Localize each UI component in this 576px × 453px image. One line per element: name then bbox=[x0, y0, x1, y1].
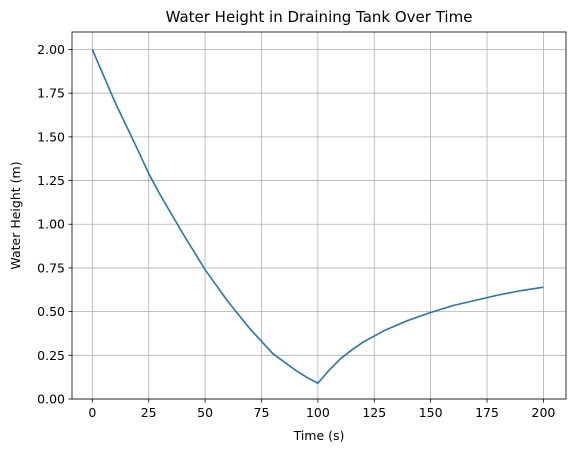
y-tick-label: 0.00 bbox=[37, 392, 65, 407]
ticks: 0 25 50 75 100 125 150 175 200 0.00 0.25 0.50 0.75 1.… bbox=[37, 42, 555, 420]
y-tick-label: 1.00 bbox=[37, 217, 65, 232]
y-tick-label: 0.25 bbox=[37, 348, 65, 363]
y-tick-label: 0.75 bbox=[37, 260, 65, 275]
x-tick-label: 100 bbox=[306, 405, 330, 420]
x-tick-label: 50 bbox=[197, 405, 213, 420]
x-tick-label: 25 bbox=[141, 405, 157, 420]
x-tick-label: 175 bbox=[475, 405, 499, 420]
y-tick-label: 1.50 bbox=[37, 129, 65, 144]
y-axis-label: Water Height (m) bbox=[8, 161, 23, 269]
y-tick-label: 2.00 bbox=[37, 42, 65, 57]
x-tick-label: 75 bbox=[254, 405, 270, 420]
plot-frame bbox=[71, 31, 567, 400]
series bbox=[91, 49, 544, 385]
x-tick-label: 0 bbox=[88, 405, 96, 420]
x-tick-label: 150 bbox=[419, 405, 443, 420]
grid bbox=[72, 32, 566, 400]
series-line bbox=[91, 49, 544, 385]
x-tick-label: 125 bbox=[362, 405, 386, 420]
y-tick-label: 1.75 bbox=[37, 86, 65, 101]
x-tick-label: 200 bbox=[532, 405, 556, 420]
chart-title: Water Height in Draining Tank Over Time bbox=[166, 8, 473, 26]
y-tick-label: 0.50 bbox=[37, 304, 65, 319]
x-axis-label: Time (s) bbox=[293, 428, 345, 443]
y-tick-label: 1.25 bbox=[37, 173, 65, 188]
